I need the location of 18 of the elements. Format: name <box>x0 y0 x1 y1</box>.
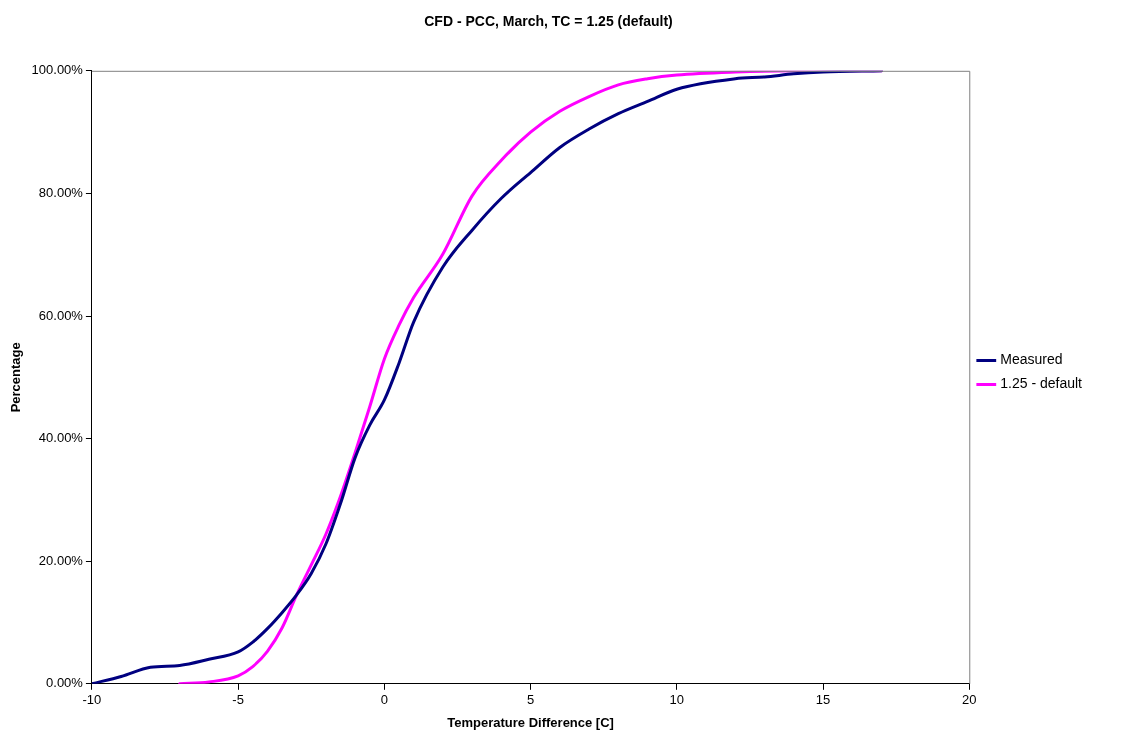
y-axis-title: Percentage <box>8 342 24 413</box>
x-tick-label: -5 <box>232 692 244 708</box>
legend-label: 1.25 - default <box>1000 375 1083 392</box>
x-tick-label: -10 <box>82 692 102 708</box>
y-tick-label: 0.00% <box>46 675 84 691</box>
x-tick-label: 20 <box>962 692 977 708</box>
y-tick-label: 60.00% <box>38 307 84 323</box>
x-axis-title: Temperature Difference [C] <box>447 714 614 730</box>
y-tick-label: 40.00% <box>38 430 84 446</box>
x-tick-label: 15 <box>815 692 831 708</box>
x-tick-label: 10 <box>669 692 685 708</box>
legend-label: Measured <box>1000 351 1063 368</box>
y-tick-label: 20.00% <box>38 552 84 568</box>
x-tick-label: 0 <box>380 692 388 708</box>
y-tick-label: 80.00% <box>38 184 84 200</box>
y-tick-label: 100.00% <box>31 62 84 78</box>
x-tick-label: 5 <box>526 692 535 708</box>
chart-title: CFD - PCC, March, TC = 1.25 (default) <box>424 13 673 30</box>
